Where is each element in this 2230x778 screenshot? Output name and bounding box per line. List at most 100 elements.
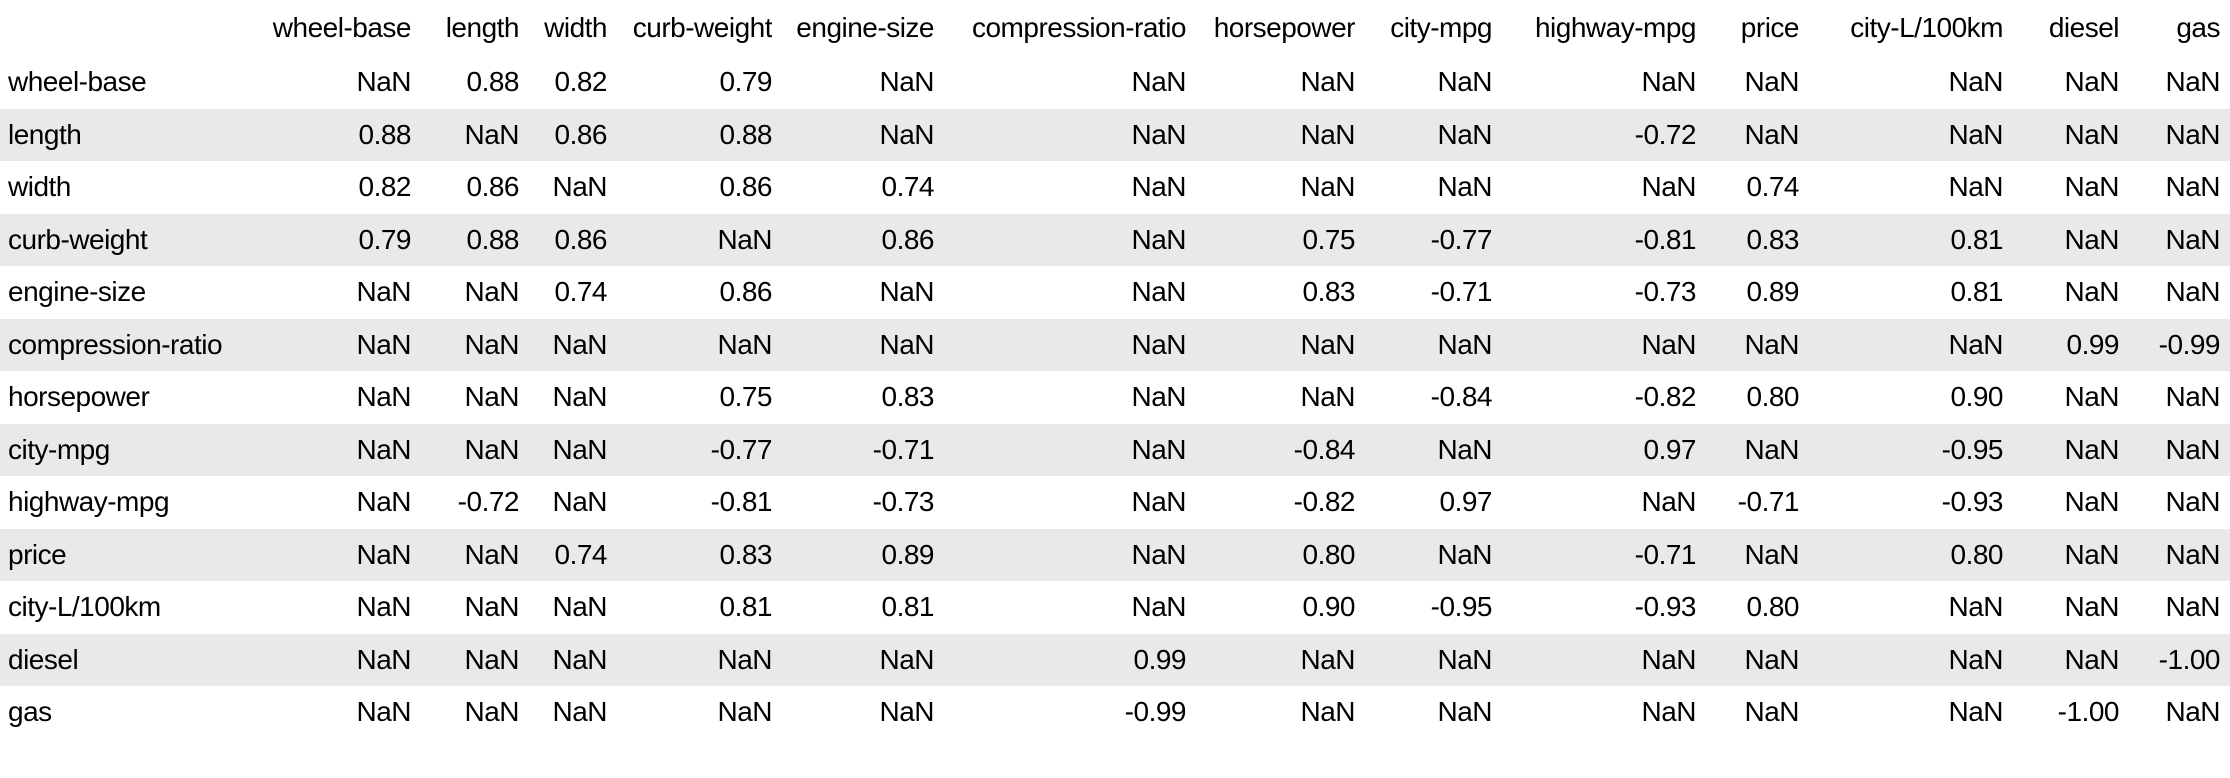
cell: 0.88 xyxy=(466,66,520,98)
cell: NaN xyxy=(356,486,411,518)
cell: 0.81 xyxy=(1950,276,2004,308)
row-label: city-mpg xyxy=(8,433,110,465)
cell: -0.71 xyxy=(872,433,934,465)
cell: NaN xyxy=(2064,118,2119,150)
cell: NaN xyxy=(356,381,411,413)
cell: 0.82 xyxy=(358,171,412,203)
cell: 0.86 xyxy=(719,276,773,308)
table-row: city-mpg NaN NaN NaN -0.77 -0.71 NaN -0.84 NaN 0.… xyxy=(0,423,2230,476)
cell: NaN xyxy=(356,643,411,675)
cell: 0.80 xyxy=(1302,538,1356,570)
cell: -0.81 xyxy=(710,486,772,518)
cell: NaN xyxy=(2165,486,2220,518)
cell: NaN xyxy=(464,591,519,623)
cell: NaN xyxy=(1437,643,1492,675)
table-body: wheel-base NaN 0.88 0.82 0.79 NaN NaN NaN NaN NaN… xyxy=(0,56,2230,739)
row-label: compression-ratio xyxy=(8,328,223,360)
cell: 0.79 xyxy=(358,223,412,255)
row-label: city-L/100km xyxy=(8,591,161,623)
cell: NaN xyxy=(464,118,519,150)
table-row: engine-size NaN NaN 0.74 0.86 NaN NaN 0.83 -0.71… xyxy=(0,266,2230,319)
cell: NaN xyxy=(1131,381,1186,413)
cell: NaN xyxy=(464,643,519,675)
cell: NaN xyxy=(1948,66,2003,98)
cell: NaN xyxy=(1641,696,1696,728)
cell: NaN xyxy=(1300,171,1355,203)
cell: NaN xyxy=(1744,66,1799,98)
cell: 0.80 xyxy=(1950,538,2004,570)
cell: NaN xyxy=(2064,276,2119,308)
cell: 0.81 xyxy=(719,591,773,623)
cell: NaN xyxy=(2064,433,2119,465)
cell: 0.75 xyxy=(1302,223,1356,255)
cell: NaN xyxy=(879,328,934,360)
cell: NaN xyxy=(1948,118,2003,150)
correlation-table: wheel-base length width curb-weight engine-s… xyxy=(0,12,2230,739)
cell: NaN xyxy=(1131,591,1186,623)
cell: NaN xyxy=(1131,118,1186,150)
cell: NaN xyxy=(2165,538,2220,570)
cell: 0.88 xyxy=(719,118,773,150)
cell: NaN xyxy=(1948,696,2003,728)
cell: NaN xyxy=(1641,486,1696,518)
cell: -0.73 xyxy=(1634,276,1696,308)
cell: NaN xyxy=(1437,118,1492,150)
cell: 0.82 xyxy=(554,66,608,98)
cell: NaN xyxy=(879,643,934,675)
cell: -0.93 xyxy=(1941,486,2003,518)
cell: -0.95 xyxy=(1941,433,2003,465)
cell: NaN xyxy=(356,591,411,623)
cell: 0.97 xyxy=(1439,486,1493,518)
cell: NaN xyxy=(464,328,519,360)
cell: -0.93 xyxy=(1634,591,1696,623)
cell: NaN xyxy=(879,118,934,150)
cell: 0.74 xyxy=(554,276,608,308)
cell: 0.99 xyxy=(2066,328,2120,360)
column-header: diesel xyxy=(2048,12,2119,43)
table-row: compression-ratio NaN NaN NaN NaN NaN NaN NaN Na… xyxy=(0,318,2230,371)
cell: NaN xyxy=(1131,328,1186,360)
cell: NaN xyxy=(1131,538,1186,570)
cell: NaN xyxy=(2165,276,2220,308)
cell: NaN xyxy=(356,276,411,308)
column-header: width xyxy=(544,12,607,43)
cell: NaN xyxy=(464,696,519,728)
cell: NaN xyxy=(1437,538,1492,570)
table-row: gas NaN NaN NaN NaN NaN -0.99 NaN NaN NaN NaN NaN -1… xyxy=(0,686,2230,739)
cell: NaN xyxy=(717,643,772,675)
cell: 0.97 xyxy=(1643,433,1697,465)
cell: NaN xyxy=(2165,433,2220,465)
cell: 0.74 xyxy=(1746,171,1800,203)
cell: NaN xyxy=(552,696,607,728)
column-header: city-mpg xyxy=(1390,12,1492,43)
cell: NaN xyxy=(1744,328,1799,360)
row-label: engine-size xyxy=(8,276,146,308)
cell: NaN xyxy=(2165,66,2220,98)
cell: NaN xyxy=(1641,171,1696,203)
cell: -1.00 xyxy=(2057,696,2119,728)
table-row: horsepower NaN NaN NaN 0.75 0.83 NaN NaN -0.84 -0… xyxy=(0,371,2230,424)
cell: NaN xyxy=(1131,223,1186,255)
cell: NaN xyxy=(552,643,607,675)
cell: -1.00 xyxy=(2158,643,2221,675)
cell: NaN xyxy=(1437,328,1492,360)
cell: 0.81 xyxy=(881,591,935,623)
table-row: diesel NaN NaN NaN NaN NaN 0.99 NaN NaN NaN NaN NaN… xyxy=(0,633,2230,686)
cell: NaN xyxy=(1744,538,1799,570)
column-header: curb-weight xyxy=(632,12,772,43)
cell: NaN xyxy=(1131,276,1186,308)
cell: 0.89 xyxy=(1746,276,1800,308)
cell: 0.83 xyxy=(1746,223,1800,255)
cell: NaN xyxy=(356,538,411,570)
cell: NaN xyxy=(464,433,519,465)
column-header: price xyxy=(1740,12,1799,43)
table-row: wheel-base NaN 0.88 0.82 0.79 NaN NaN NaN NaN NaN… xyxy=(0,56,2230,109)
column-header: engine-size xyxy=(796,12,934,43)
cell: -0.71 xyxy=(1634,538,1696,570)
cell: NaN xyxy=(356,328,411,360)
cell: NaN xyxy=(1744,696,1799,728)
cell: NaN xyxy=(1641,66,1696,98)
cell: NaN xyxy=(1131,433,1186,465)
column-header: length xyxy=(445,12,519,43)
cell: NaN xyxy=(879,696,934,728)
